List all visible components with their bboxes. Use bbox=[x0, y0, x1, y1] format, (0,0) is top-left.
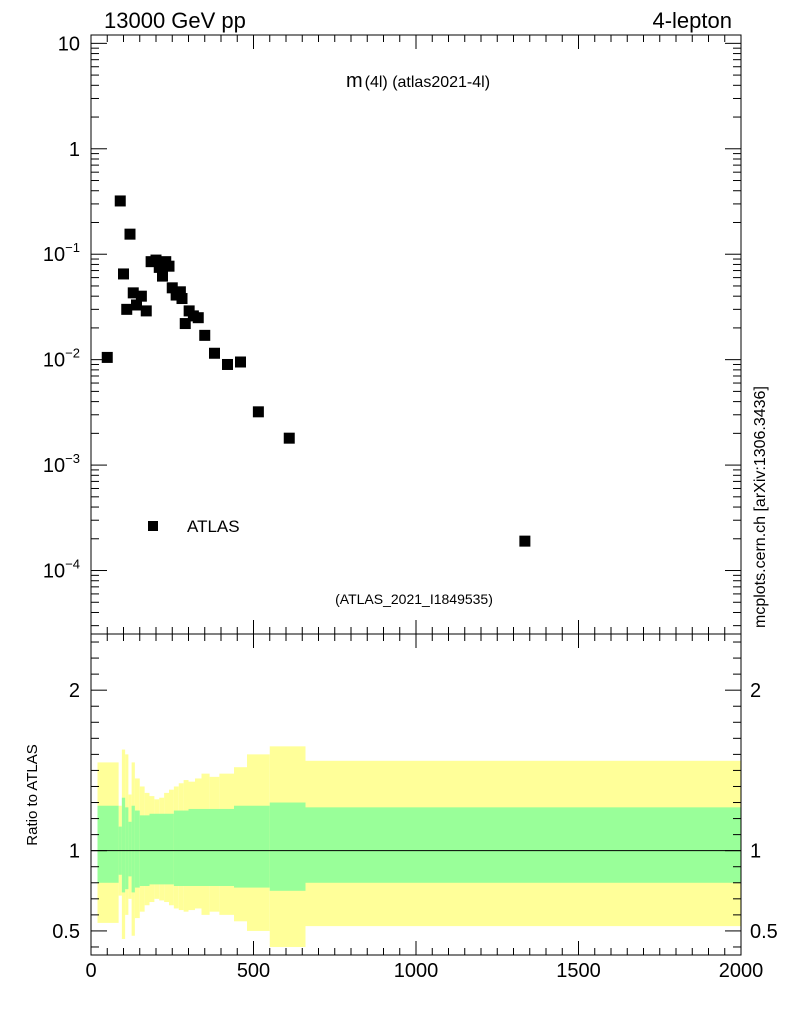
x-tick-label: 500 bbox=[237, 960, 270, 982]
process-label: 4-lepton bbox=[652, 8, 732, 33]
band-stat-segment bbox=[234, 805, 270, 888]
data-points bbox=[101, 195, 531, 547]
data-point bbox=[121, 303, 133, 315]
band-stat-segment bbox=[97, 805, 119, 883]
main-x-ticks bbox=[90, 35, 742, 634]
data-point bbox=[252, 406, 264, 418]
band-stat-segment bbox=[188, 808, 234, 886]
data-point bbox=[174, 286, 186, 298]
data-point bbox=[114, 195, 126, 207]
data-point bbox=[153, 261, 165, 273]
data-point bbox=[124, 228, 136, 240]
ratio-plot: 0.5 0.5 1 1 2 2 0 500 1000 1500 2000 Ratio to ATL… bbox=[24, 633, 778, 982]
data-point bbox=[199, 329, 211, 341]
data-point bbox=[118, 268, 129, 280]
data-point bbox=[127, 287, 139, 299]
ratio-y-tick-label-right: 0.5 bbox=[750, 921, 778, 943]
data-point bbox=[519, 535, 531, 547]
x-tick-label: 1500 bbox=[556, 960, 601, 982]
ratio-y-tick-label-left: 0.5 bbox=[52, 921, 80, 943]
data-point bbox=[209, 347, 220, 359]
ratio-y-tick-label-left: 1 bbox=[69, 841, 80, 863]
data-point bbox=[101, 351, 113, 363]
band-stat-segment bbox=[134, 810, 140, 888]
data-point bbox=[166, 282, 178, 294]
band-stat-segment bbox=[125, 807, 129, 890]
data-point bbox=[150, 254, 162, 266]
data-point bbox=[192, 312, 204, 324]
ratio-y-tick-label-right: 1 bbox=[750, 841, 761, 863]
ratio-y-axis-label: Ratio to ATLAS bbox=[24, 744, 41, 845]
x-tick-label: 0 bbox=[85, 960, 96, 982]
y-tick-label: 10 bbox=[58, 33, 80, 55]
ratio-y-tick-label-right: 2 bbox=[750, 680, 761, 702]
data-point bbox=[179, 318, 191, 330]
data-point bbox=[135, 290, 147, 302]
band-stat-segment bbox=[131, 805, 135, 893]
band-stat-segment bbox=[269, 802, 306, 891]
y-tick-label: 10−2 bbox=[43, 346, 80, 372]
x-tick-label: 1000 bbox=[394, 960, 439, 982]
data-point bbox=[140, 305, 152, 317]
y-tick-label: 10−1 bbox=[43, 240, 80, 266]
y-tick-label: 1 bbox=[69, 139, 80, 161]
legend-marker bbox=[148, 521, 158, 531]
energy-label: 13000 GeV pp bbox=[104, 8, 246, 33]
data-point bbox=[176, 293, 188, 305]
band-stat-segment bbox=[121, 797, 126, 893]
y-tick-label: 10−3 bbox=[43, 451, 80, 477]
y-tick-label: 10−4 bbox=[43, 557, 80, 583]
uncertainty-bands bbox=[97, 746, 741, 947]
ratio-y-ticks: 0.5 0.5 1 1 2 2 bbox=[52, 641, 778, 948]
ratio-x-ticks: 0 500 1000 1500 2000 bbox=[85, 634, 763, 982]
data-point bbox=[131, 299, 142, 311]
data-point bbox=[235, 356, 246, 368]
band-stat-segment bbox=[173, 810, 189, 886]
main-plot-frame bbox=[90, 34, 742, 635]
data-point bbox=[157, 270, 168, 282]
plot-title: m (4l) (atlas2021-4l) bbox=[346, 70, 490, 92]
side-watermark: mcplots.cern.ch [arXiv:1306.3436] bbox=[752, 386, 769, 628]
main-plot: 10 1 10−1 10−2 10−3 10−4 m (4l) (atlas2021-4l)… bbox=[43, 33, 742, 635]
band-stat-segment bbox=[149, 813, 174, 885]
data-point bbox=[222, 358, 233, 370]
band-stat-segment bbox=[305, 807, 741, 883]
data-point bbox=[163, 260, 175, 272]
band-stat-segment bbox=[128, 821, 132, 877]
ratio-y-tick-label-left: 2 bbox=[69, 680, 80, 702]
data-point bbox=[283, 432, 295, 444]
analysis-id: (ATLAS_2021_I1849535) bbox=[335, 591, 493, 607]
x-tick-label: 2000 bbox=[719, 960, 764, 982]
main-y-ticks: 10 1 10−1 10−2 10−3 10−4 bbox=[43, 33, 741, 627]
legend-label: ATLAS bbox=[187, 517, 240, 536]
